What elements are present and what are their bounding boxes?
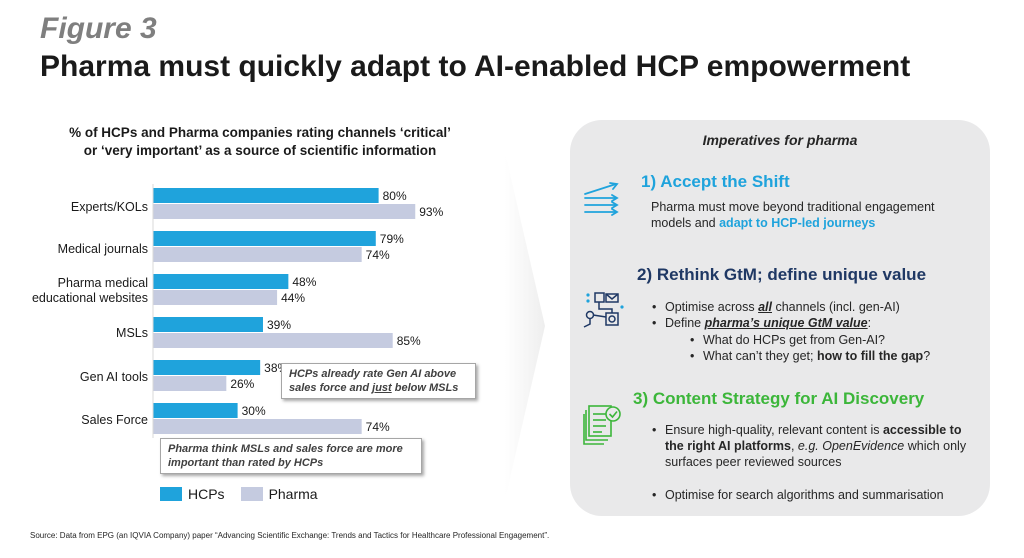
callout-genai-emphasis: just [372, 382, 392, 394]
bar-pharma-4 [153, 376, 227, 391]
legend-label-hcps: HCPs [188, 486, 225, 502]
category-label-line1: Experts/KOLs [70, 200, 148, 214]
category-label-line1: Medical journals [57, 242, 148, 256]
category-label-line2: educational websites [31, 291, 148, 305]
value-label-pharma-5: 74% [366, 420, 390, 434]
bullet-text-end: which only surfaces peer reviewed source… [665, 439, 967, 469]
category-label-experts: Experts/KOLs [0, 200, 148, 215]
value-label-pharma-0: 93% [419, 205, 443, 219]
trend-arrows-icon [584, 182, 619, 216]
category-label-pharma-websites: Pharma medical educational websites [0, 276, 148, 306]
value-label-pharma-3: 85% [397, 334, 421, 348]
bar-pharma-5 [153, 419, 362, 434]
imperative-2-subbullet-1: What do HCPs get from Gen-AI? [690, 332, 973, 348]
category-label-line1: Gen AI tools [79, 370, 148, 384]
chart-title-line2: or ‘very important’ as a source of scien… [83, 143, 437, 158]
value-label-pharma-2: 44% [281, 291, 305, 305]
imperative-2-subbullet-2: What can’t they get; how to fill the gap… [690, 348, 973, 364]
value-label-hcps-5: 30% [242, 404, 266, 418]
imperative-3-heading: 3) Content Strategy for AI Discovery [633, 389, 925, 408]
bullet-text: Ensure high-quality, relevant content is [665, 423, 883, 437]
bullet-italic: e.g. [797, 439, 819, 453]
bullet-text-end: : [867, 316, 872, 330]
imperative-2-heading: 2) Rethink GtM; define unique value [637, 265, 927, 284]
chart-legend: HCPs Pharma [160, 486, 334, 502]
value-label-hcps-3: 39% [267, 318, 291, 332]
bar-pharma-0 [153, 204, 416, 219]
bullet-emphasis: all [758, 300, 772, 314]
imperative-1-heading: 1) Accept the Shift [641, 172, 790, 191]
value-label-pharma-4: 26% [230, 377, 254, 391]
imperative-3-bullet-1: Ensure high-quality, relevant content is… [652, 422, 970, 470]
bullet-text: Optimise across [665, 300, 759, 314]
imperative-1-text-main: Pharma must move beyond traditional enga… [651, 200, 935, 230]
category-label-salesforce: Sales Force [0, 413, 148, 428]
bullet-emphasis: pharma’s unique GtM value [704, 316, 868, 330]
panel-title: Imperatives for pharma [702, 132, 858, 148]
bar-pharma-2 [153, 290, 278, 305]
legend-swatch-pharma [240, 487, 263, 501]
bar-chart: 80%79%48%39%38%30%93%74%44%85%26%74% [152, 184, 444, 438]
bullet-text: What can’t they get; [703, 349, 817, 363]
chart-title-line1: % of HCPs and Pharma companies rating ch… [69, 125, 451, 140]
bullet-bold: how to fill the gap [816, 349, 924, 363]
imperative-3-bullet-2: Optimise for search algorithms and summa… [652, 487, 975, 503]
bar-hcps-3 [153, 317, 263, 332]
legend-swatch-hcps [160, 487, 182, 501]
imperative-2-bullet-2: Define pharma’s unique GtM value: [652, 315, 975, 331]
category-label-line1: MSLs [116, 326, 148, 340]
bullet-separator: , [790, 439, 798, 453]
category-label-line1: Pharma medical [57, 276, 148, 290]
network-flow-icon [583, 292, 624, 328]
bar-hcps-4 [153, 360, 261, 375]
callout-genai-text: HCPs already rate Gen AI above sales for… [289, 368, 457, 394]
value-label-hcps-2: 48% [292, 275, 316, 289]
legend-item-pharma: Pharma [240, 486, 318, 502]
callout-pharma: Pharma think MSLs and sales force are mo… [160, 438, 422, 474]
bullet-text-end: channels (incl. gen-AI) [772, 300, 900, 314]
legend-label-pharma: Pharma [268, 486, 318, 502]
document-check-icon [583, 405, 621, 445]
bullet-text-end: ? [923, 349, 931, 363]
bar-hcps-1 [153, 231, 376, 246]
value-label-hcps-0: 80% [383, 189, 407, 203]
bar-pharma-3 [153, 333, 393, 348]
bullet-italic-platform: OpenEvidence [822, 439, 905, 453]
figure-label: Figure 3 [40, 12, 157, 45]
category-label-journals: Medical journals [0, 242, 148, 257]
bullet-bold: accessible to the right AI platforms [665, 423, 962, 453]
category-label-msls: MSLs [0, 326, 148, 341]
bar-hcps-2 [153, 274, 289, 289]
chart-title: % of HCPs and Pharma companies rating ch… [30, 124, 490, 160]
imperative-2-bullet-1: Optimise across all channels (incl. gen-… [652, 299, 975, 315]
callout-genai: HCPs already rate Gen AI above sales for… [281, 363, 476, 399]
bullet-text: Define [665, 316, 705, 330]
callout-genai-text-end: below MSLs [391, 382, 459, 394]
bar-hcps-5 [153, 403, 238, 418]
source-note: Source: Data from EPG (an IQVIA Company)… [30, 531, 550, 540]
imperative-1-text: Pharma must move beyond traditional enga… [651, 199, 976, 231]
figure-title: Pharma must quickly adapt to AI-enabled … [40, 50, 911, 83]
value-label-hcps-1: 79% [380, 232, 404, 246]
bar-hcps-0 [153, 188, 379, 203]
bar-pharma-1 [153, 247, 362, 262]
legend-item-hcps: HCPs [160, 486, 225, 502]
value-label-pharma-1: 74% [366, 248, 390, 262]
category-label-genai: Gen AI tools [0, 370, 148, 385]
category-label-line1: Sales Force [81, 413, 148, 427]
imperative-1-text-accent: adapt to HCP-led journeys [719, 216, 876, 230]
